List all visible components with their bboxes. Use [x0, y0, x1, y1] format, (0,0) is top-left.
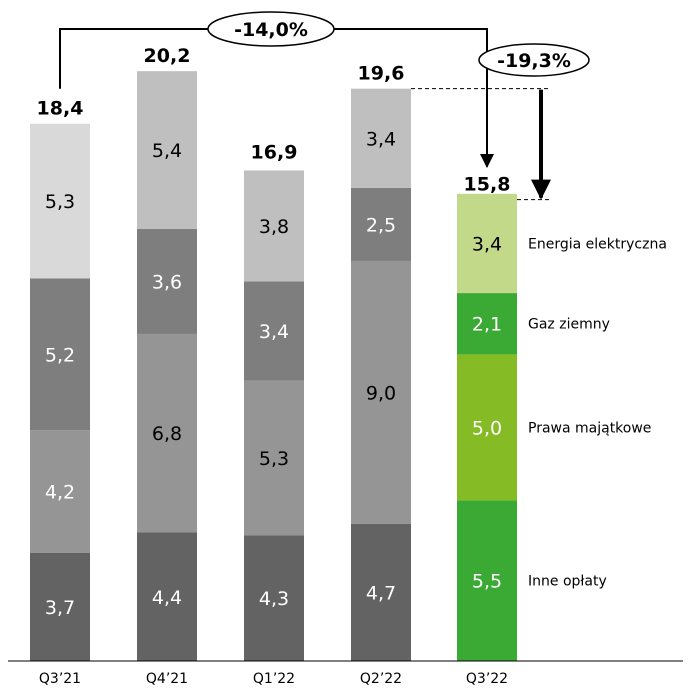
bar-segment — [30, 123, 90, 279]
segment-value-label: 2,1 — [472, 314, 502, 336]
category-label: Q3’22 — [466, 671, 508, 687]
segment-value-label: 4,3 — [259, 588, 289, 610]
segment-value-label: 3,4 — [366, 128, 396, 150]
bar-segment — [351, 523, 411, 661]
category-label: Q1’22 — [253, 671, 295, 687]
change-badge-label: -19,3% — [497, 50, 571, 72]
bar-total-label: 16,9 — [251, 142, 298, 164]
bar-segment — [457, 500, 517, 661]
segment-value-label: 3,4 — [472, 233, 502, 255]
segment-value-label: 4,7 — [366, 582, 396, 604]
segment-value-label: 3,8 — [259, 216, 289, 238]
bar-segment — [137, 71, 197, 229]
bar-segment — [457, 193, 517, 294]
category-label: Q3’21 — [39, 671, 81, 687]
bar-total-label: 20,2 — [144, 45, 191, 67]
segment-value-label: 4,4 — [152, 587, 182, 609]
legend-entry: Inne opłaty — [528, 574, 607, 590]
bar-segment — [351, 260, 411, 524]
bar-segment — [137, 228, 197, 334]
segment-value-label: 9,0 — [366, 382, 396, 404]
bar-segment — [30, 278, 90, 431]
category-label: Q4’21 — [146, 671, 188, 687]
segment-value-label: 5,2 — [45, 344, 75, 366]
segment-value-label: 5,5 — [472, 571, 502, 593]
legend-entry: Gaz ziemny — [528, 317, 610, 333]
bar-segment — [351, 88, 411, 188]
bar-segment — [351, 187, 411, 261]
legend-entry: Energia elektryczna — [528, 236, 667, 252]
segment-value-label: 3,6 — [152, 271, 182, 293]
bar-segment — [137, 532, 197, 661]
bar-total-label: 19,6 — [358, 63, 405, 85]
segment-value-label: 5,0 — [472, 417, 502, 439]
segment-value-label: 5,3 — [259, 448, 289, 470]
bar-segment — [244, 281, 304, 381]
category-label: Q2’22 — [360, 671, 402, 687]
bar-segment — [244, 535, 304, 661]
bar-segment — [137, 333, 197, 533]
change-badge-oval — [478, 43, 590, 77]
segment-value-label: 2,5 — [366, 214, 396, 236]
bar-segment — [244, 380, 304, 536]
bar-total-label: 15,8 — [464, 174, 511, 196]
segment-value-label: 5,3 — [45, 191, 75, 213]
legend-entry: Prawa majątkowe — [528, 420, 651, 436]
bar-segment — [457, 354, 517, 501]
segment-value-label: 3,7 — [45, 597, 75, 619]
segment-value-label: 4,2 — [45, 482, 75, 504]
bar-segment — [457, 293, 517, 355]
change-badge-label: -14,0% — [234, 19, 308, 41]
segment-value-label: 5,4 — [152, 140, 182, 162]
bar-segment — [244, 170, 304, 282]
bar-total-label: 18,4 — [37, 98, 84, 120]
segment-value-label: 3,4 — [259, 321, 289, 343]
bar-segment — [30, 552, 90, 661]
change-badge-oval — [207, 11, 335, 47]
bar-segment — [30, 430, 90, 553]
segment-value-label: 6,8 — [152, 423, 182, 445]
